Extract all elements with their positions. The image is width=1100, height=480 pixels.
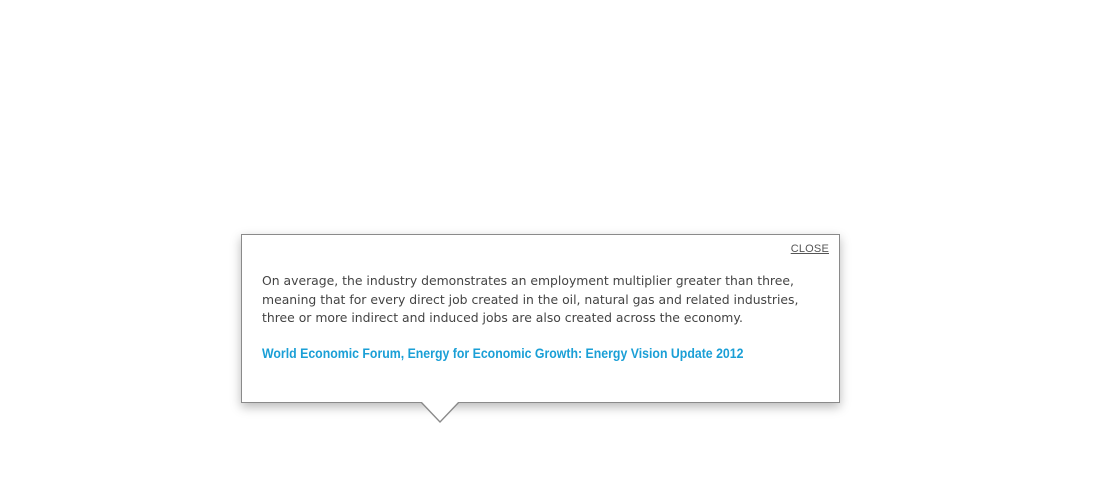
close-button[interactable]: CLOSE — [790, 243, 829, 255]
popover-pointer-fill — [421, 401, 459, 421]
source-link[interactable]: World Economic Forum, Energy for Economi… — [262, 345, 744, 361]
popover-body-text: On average, the industry demonstrates an… — [262, 273, 799, 325]
info-popover: CLOSE On average, the industry demonstra… — [241, 234, 840, 423]
